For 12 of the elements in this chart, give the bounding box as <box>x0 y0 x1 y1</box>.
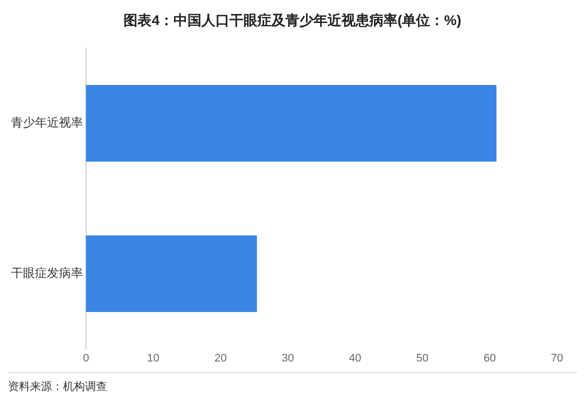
x-tick-label: 60 <box>484 352 496 364</box>
x-tick-label: 20 <box>214 352 227 364</box>
x-tick-label: 70 <box>550 352 564 364</box>
y-tick-label: 青少年近视率 <box>11 116 83 130</box>
x-tick-label: 30 <box>282 352 294 364</box>
x-tick-label: 50 <box>416 352 429 364</box>
y-tick-label: 干眼症发病率 <box>11 266 83 280</box>
chart-title: 图表4：中国人口干眼症及青少年近视患病率(单位：%) <box>122 11 462 30</box>
text: 资料来源：机构调查 <box>8 380 107 394</box>
x-tick-label: 40 <box>349 352 362 364</box>
x-tick-label: 0 <box>82 352 90 364</box>
x-tick-label: 10 <box>147 352 160 364</box>
